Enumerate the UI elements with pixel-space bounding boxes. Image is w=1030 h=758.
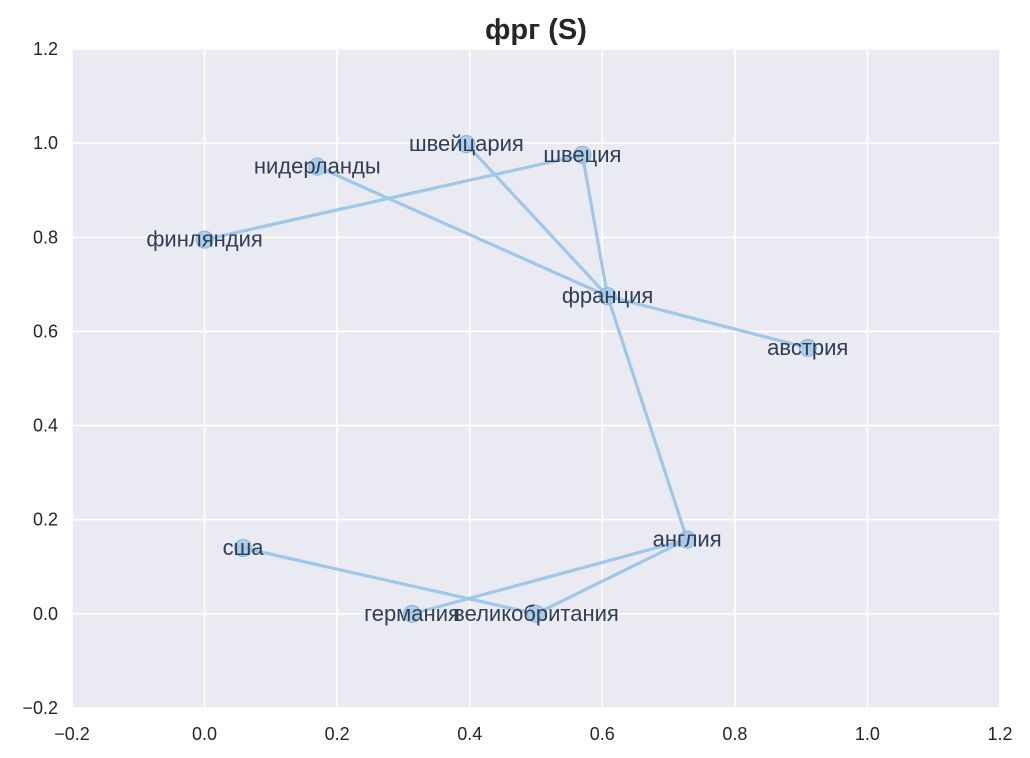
point-label: великобритания — [453, 601, 619, 626]
point-marker — [234, 538, 253, 557]
y-tick-label: 1.2 — [33, 39, 58, 59]
x-tick-label: 0.4 — [457, 724, 482, 744]
point-marker — [678, 530, 697, 549]
y-tick-label: −0.2 — [22, 698, 58, 718]
edge-line — [410, 537, 689, 616]
edge-line — [605, 294, 689, 542]
edge-line — [241, 546, 538, 616]
point-label: швеция — [543, 142, 621, 167]
point-marker — [527, 604, 545, 623]
point-label: англия — [653, 526, 722, 551]
x-axis-ticks: −0.2 0.0 0.2 0.4 0.6 0.8 1.0 1.2 — [54, 724, 1012, 744]
y-tick-label: 1.0 — [33, 133, 58, 153]
y-tick-label: 0.0 — [33, 604, 58, 624]
x-tick-label: 0.2 — [325, 724, 350, 744]
point-marker — [598, 287, 617, 306]
markers — [195, 135, 817, 623]
plot-area — [72, 49, 1000, 708]
edge-line — [315, 165, 610, 298]
point-labels: финляндия нидерланды швейцария швеция франци… — [146, 131, 848, 626]
edge-line — [202, 153, 585, 242]
edges — [202, 142, 810, 616]
point-marker — [308, 157, 327, 176]
point-label: германия — [364, 601, 460, 626]
x-tick-label: 0.6 — [590, 724, 615, 744]
point-label: австрия — [767, 335, 848, 360]
point-marker — [573, 145, 592, 164]
edge-line — [464, 142, 610, 298]
x-tick-label: −0.2 — [54, 724, 90, 744]
edge-line — [605, 294, 810, 350]
edge-line — [580, 153, 610, 298]
point-label: нидерланды — [254, 154, 381, 179]
x-tick-label: 0.0 — [192, 724, 217, 744]
point-marker — [798, 338, 817, 357]
point-label: сша — [223, 535, 265, 560]
x-tick-label: 0.8 — [722, 724, 747, 744]
point-label: финляндия — [146, 227, 262, 252]
x-tick-label: 1.2 — [987, 724, 1012, 744]
point-marker — [457, 135, 476, 154]
point-label: швейцария — [409, 131, 524, 156]
point-marker — [403, 604, 422, 623]
y-axis-ticks: −0.2 0.0 0.2 0.4 0.6 0.8 1.0 1.2 — [22, 39, 58, 718]
chart-title: фрг (S) — [485, 14, 587, 46]
point-label: франция — [562, 283, 654, 308]
edge-line — [534, 537, 689, 616]
y-tick-label: 0.6 — [33, 321, 58, 341]
y-tick-label: 0.2 — [33, 510, 58, 530]
y-tick-label: 0.4 — [33, 416, 58, 436]
point-marker — [195, 230, 214, 249]
x-tick-label: 1.0 — [855, 724, 880, 744]
y-tick-label: 0.8 — [33, 227, 58, 247]
